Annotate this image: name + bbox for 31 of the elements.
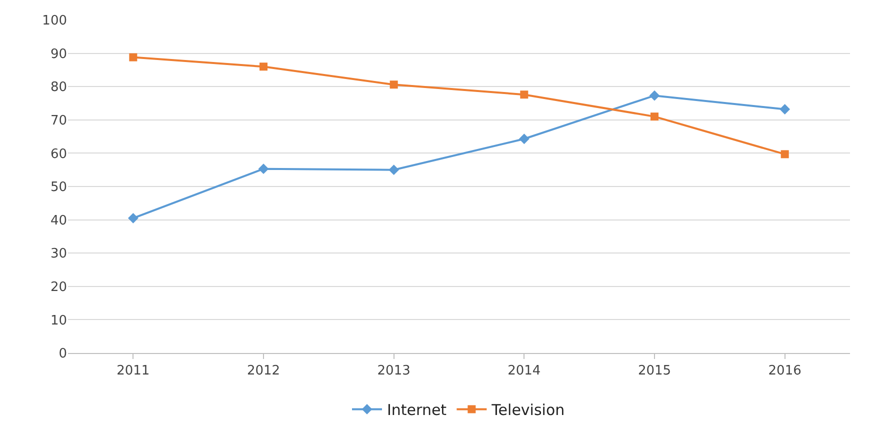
x-tick-label: 2011 — [116, 364, 150, 379]
y-tick-label: 20 — [50, 280, 67, 295]
y-tick-label: 90 — [50, 46, 67, 62]
legend-label: Internet — [387, 401, 447, 420]
y-tick-label: 0 — [58, 346, 67, 362]
x-tick-label: 2015 — [638, 364, 672, 379]
x-tick-label: 2012 — [246, 364, 280, 379]
point — [780, 150, 789, 158]
point — [129, 53, 138, 62]
y-tick-label: 50 — [50, 180, 67, 196]
y-tick-label: 60 — [50, 146, 67, 162]
y-tick-label: 70 — [50, 113, 67, 128]
point — [258, 164, 269, 174]
point — [649, 90, 660, 101]
x-tick-label: 2013 — [377, 364, 410, 379]
x-tick-label: 2016 — [768, 364, 802, 379]
y-tick-label: 80 — [50, 80, 67, 96]
point — [650, 112, 658, 121]
y-tick-label: 40 — [50, 213, 67, 228]
point — [520, 90, 528, 99]
point — [128, 212, 138, 224]
y-tick-label: 30 — [50, 246, 67, 262]
point — [260, 62, 268, 71]
y-tick-label: 10 — [50, 313, 67, 328]
legend-label: Television — [490, 401, 565, 420]
y-tick-label: 100 — [42, 14, 67, 29]
x-tick-label: 2014 — [508, 364, 541, 379]
point — [518, 134, 530, 144]
point — [388, 164, 400, 176]
point — [780, 104, 790, 114]
point — [390, 80, 398, 89]
